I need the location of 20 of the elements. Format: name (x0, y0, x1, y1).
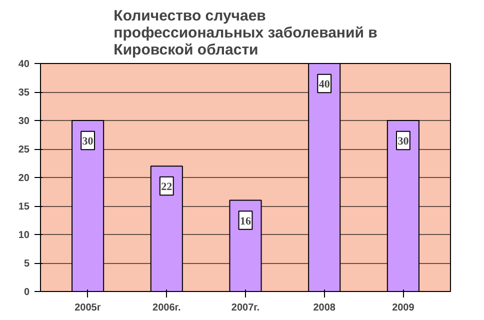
chart-title: Количество случаев профессиональных заболеваний в Кировской области (114, 8, 378, 58)
y-tick-label: 20 (18, 173, 30, 184)
x-tick-label: 2007г. (231, 302, 260, 314)
y-tick-label: 15 (18, 202, 30, 212)
y-tick-label: 25 (18, 144, 30, 156)
data-label: 30 (398, 135, 410, 148)
x-tick-label: 2009 (392, 302, 415, 314)
x-tick-label: 2008 (313, 302, 336, 314)
y-tick-label: 0 (24, 287, 30, 298)
y-tick-label: 35 (18, 88, 30, 98)
data-label: 22 (161, 181, 173, 194)
x-tick-label: 2006г. (152, 302, 181, 314)
data-label: 30 (82, 135, 94, 148)
data-label: 16 (240, 215, 252, 228)
y-tick-label: 10 (18, 230, 30, 241)
data-label: 40 (318, 78, 330, 90)
y-tick-label: 40 (18, 59, 30, 70)
x-tick-label: 2005г (74, 302, 102, 314)
y-tick-label: 30 (18, 116, 30, 127)
y-tick-label: 5 (24, 258, 30, 270)
